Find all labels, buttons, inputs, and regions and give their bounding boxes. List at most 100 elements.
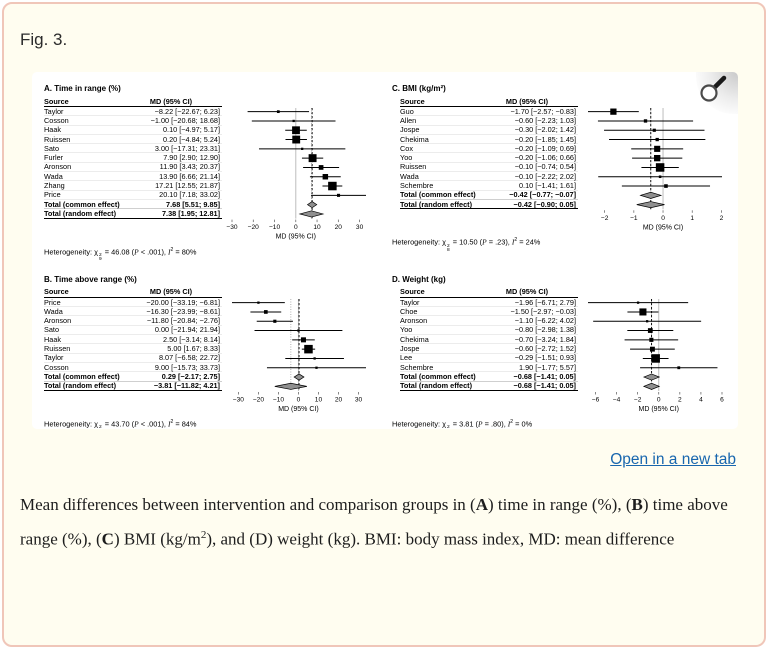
study-md: −0.70 [−3.24; 1.84]	[514, 334, 576, 344]
effect-square	[300, 337, 306, 343]
study-source: Price	[44, 297, 61, 307]
effect-square	[610, 108, 617, 115]
open-new-tab-link[interactable]: Open in a new tab	[610, 451, 736, 468]
study-source: Chekima	[400, 134, 429, 144]
forest-table: Source MD (95% CI) Guo −1.70 [−2.57; −0.83]…	[400, 96, 578, 210]
i2-sup: 2	[170, 246, 174, 253]
table-row: Sato 3.00 [−17.31; 23.31]	[44, 143, 222, 154]
table-header-row: Source MD (95% CI)	[44, 96, 222, 107]
figure-image[interactable]: A. Time in range (%) Source MD (95% CI) Tay…	[32, 72, 738, 429]
effect-square	[655, 137, 659, 142]
chi-sup: 2	[99, 253, 102, 259]
study-source: Haak	[44, 125, 62, 135]
study-md: −1.50 [−2.97; −0.03]	[510, 306, 576, 316]
effect-square	[322, 174, 329, 180]
study-md: 13.90 [6.66; 21.14]	[159, 171, 220, 181]
chi-sub: 9	[99, 257, 102, 263]
effect-square	[654, 154, 661, 162]
zoom-figure-button[interactable]	[696, 72, 738, 114]
total-diamond	[636, 201, 665, 209]
effect-square	[654, 145, 661, 152]
forest-plot-d: −6 −4 −2 0 2 4 6 MD (95% CI)	[588, 298, 724, 413]
table-row: Yoo −0.20 [−1.06; 0.66]	[400, 153, 578, 163]
study-source: Aronson	[44, 162, 72, 172]
effect-square	[315, 366, 318, 369]
axis-tick-label: −20	[248, 224, 259, 231]
effect-square	[292, 119, 295, 123]
study-source: Lee	[400, 353, 413, 363]
forest-plot-a: −30 −20 −10 0 10 20 30 MD (95% CI)	[226, 107, 366, 241]
study-source: Chekima	[400, 334, 429, 344]
effect-square	[304, 344, 313, 354]
i2-symbol: I	[168, 419, 171, 429]
axis-tick-label: 10	[315, 396, 323, 403]
caption-text: B	[631, 495, 643, 514]
study-md: 5.00 [1.67; 8.33]	[167, 344, 220, 354]
i2-sup: 2	[514, 237, 518, 244]
study-source: Wada	[400, 171, 419, 181]
table-row: Price −20.00 [−33.19; −6.81]	[44, 297, 222, 308]
axis-tick-label: 4	[699, 396, 703, 403]
table-row: Cox −0.20 [−1.09; 0.69]	[400, 144, 578, 154]
panel-body: Source MD (95% CI) Guo −1.70 [−2.57; −0.83]…	[400, 96, 728, 233]
axis-tick-label: 0	[661, 215, 665, 222]
total-source: Total (random effect)	[44, 208, 117, 218]
total-diamond	[298, 210, 325, 218]
study-md: 0.10 [−4.97; 5.17]	[162, 125, 220, 135]
effect-square	[643, 119, 648, 123]
total-diamond	[642, 382, 661, 390]
table-row: Cosson 9.00 [−15.73; 33.73]	[44, 363, 222, 373]
table-row: Total (common effect) 0.29 [−2.17; 2.75]	[44, 372, 222, 382]
panel-title: A. Time in range (%)	[44, 84, 121, 93]
study-source: Zhang	[44, 181, 65, 191]
het-text: = 0%	[513, 419, 533, 429]
table-row: Taylor 8.07 [−6.58; 22.72]	[44, 353, 222, 363]
i2-symbol: I	[168, 247, 171, 257]
forest-plot-c: −2 −1 0 1 2 MD (95% CI)	[588, 107, 724, 231]
axis-tick-label: 20	[335, 396, 343, 403]
study-source: Aronson	[400, 316, 428, 326]
axis-tick-label: 30	[356, 224, 364, 231]
study-source: Taylor	[44, 106, 64, 116]
study-source: Taylor	[44, 353, 64, 363]
axis-tick-label: −4	[613, 396, 621, 403]
total-source: Total (common effect)	[400, 371, 476, 381]
study-source: Choe	[400, 306, 418, 316]
forest-table: Source MD (95% CI) Price −20.00 [−33.19; −6…	[44, 287, 222, 391]
axis-label: MD (95% CI)	[278, 406, 318, 413]
total-md: −0.42 [−0.77; −0.07]	[509, 190, 576, 200]
total-md: −0.42 [−0.90; 0.05]	[513, 199, 576, 209]
study-source: Ruissen	[400, 162, 427, 172]
study-md: 0.20 [−4.84; 5.24]	[162, 134, 220, 144]
het-text: = .23),	[486, 237, 512, 247]
study-source: Guo	[400, 106, 414, 116]
axis-tick-label: −6	[592, 396, 600, 403]
effect-square	[652, 128, 656, 132]
effect-square	[651, 354, 660, 363]
chi-exponents: 27	[99, 425, 102, 429]
caption-text: A	[475, 495, 488, 514]
table-row: Haak 2.50 [−3.14; 8.14]	[44, 335, 222, 345]
p-symbol: P	[478, 419, 483, 429]
study-md: 3.00 [−17.31; 23.31]	[154, 143, 220, 153]
i2-symbol: I	[507, 419, 511, 429]
study-md: 20.10 [7.18; 33.02]	[159, 190, 220, 200]
panel-title: B. Time above range (%)	[44, 274, 137, 284]
axis-tick-label: 30	[355, 396, 363, 403]
study-md: 0.00 [−21.94; 21.94]	[154, 325, 220, 335]
study-source: Sato	[44, 325, 60, 335]
total-source: Total (random effect)	[44, 381, 117, 391]
het-text: Heterogeneity: χ	[44, 247, 99, 257]
table-row: Chekima −0.20 [−1.85; 1.45]	[400, 134, 578, 145]
total-diamond	[274, 382, 307, 390]
total-source: Total (random effect)	[400, 381, 473, 391]
table-row: Total (common effect) −0.42 [−0.77; −0.07…	[400, 190, 578, 200]
column-header-source: Source	[400, 287, 425, 297]
study-source: Wada	[44, 171, 63, 181]
effect-square	[328, 181, 337, 191]
total-diamond	[293, 373, 305, 381]
het-text: = .80),	[482, 419, 508, 429]
total-md: −3.81 [−11.82; 4.21]	[153, 381, 220, 391]
axis-tick-label: 0	[297, 396, 301, 403]
axis-tick-label: −1	[630, 215, 638, 222]
